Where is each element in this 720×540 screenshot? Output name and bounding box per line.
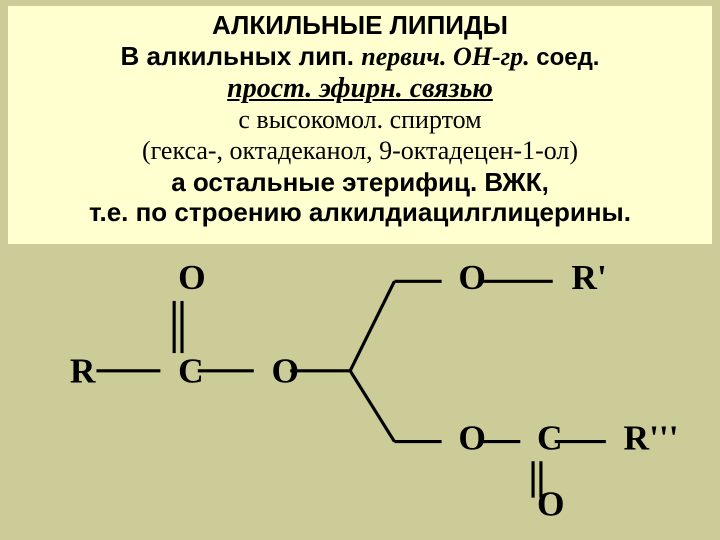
line-6: а остальные этерифиц. ВЖК, [14,167,706,198]
svg-text:O: O [458,257,486,297]
svg-text:R': R' [571,257,606,297]
line-5: (гекса-, октадеканол, 9-октадецен-1-ол) [14,136,706,167]
svg-text:O: O [458,417,486,457]
l2d: соед. [536,44,599,71]
title: АЛКИЛЬНЫЕ ЛИПИДЫ [14,10,706,41]
chemical-structure: RCOOOR'OCOR''' [40,240,680,535]
svg-text:C: C [537,417,563,457]
svg-text:C: C [178,351,204,391]
svg-text:R: R [70,351,96,391]
line-7: т.е. по строению алкилдиацилглицерины. [14,197,706,228]
l2c: ервич. ОН-гр. [376,42,537,71]
chem-svg: RCOOOR'OCOR''' [40,240,680,535]
svg-text:O: O [537,483,565,523]
text-box: АЛКИЛЬНЫЕ ЛИПИДЫ В алкильных лип. первич… [8,6,712,244]
line-4: с высокомол. спиртом [14,105,706,136]
l2b: п [361,42,375,71]
l2a: В алкильных лип. [121,41,362,71]
line-3: прост. эфирн. связью [14,72,706,105]
svg-text:O: O [272,351,300,391]
svg-text:R''': R''' [624,417,679,457]
line-2: В алкильных лип. первич. ОН-гр. соед. [14,41,706,73]
svg-text:O: O [178,257,206,297]
